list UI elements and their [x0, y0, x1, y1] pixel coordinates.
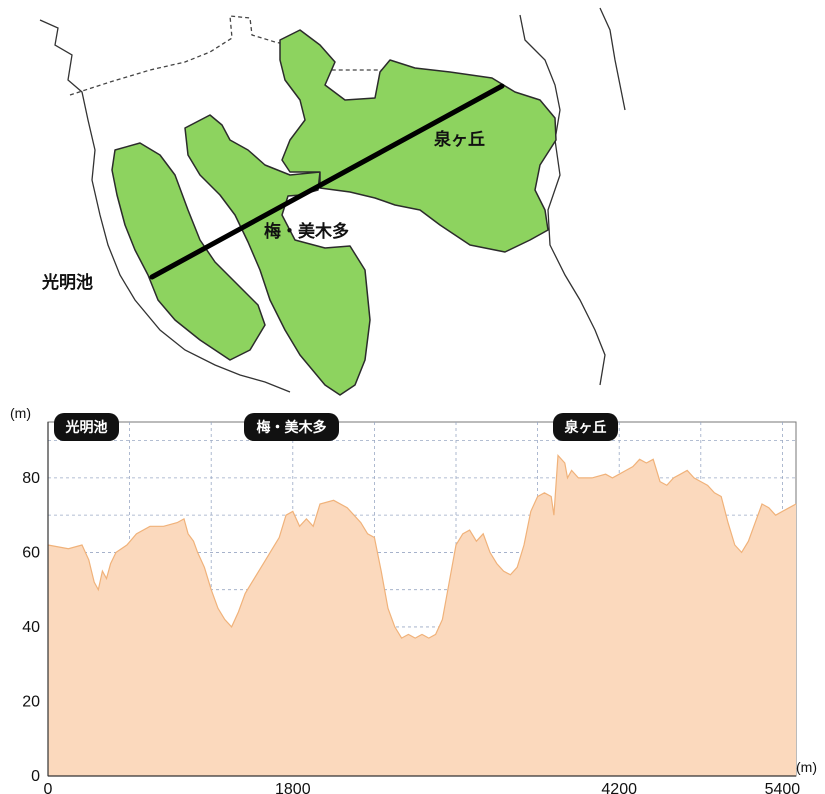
ume-mikita-area — [184, 114, 371, 396]
koumyouike-area — [111, 142, 266, 361]
x-tick-label: 1800 — [275, 781, 311, 794]
location-badge: 光明池 — [54, 413, 119, 441]
y-tick-label: 20 — [22, 693, 40, 710]
elevation-area — [48, 455, 796, 776]
badge-background — [553, 413, 618, 441]
y-tick-label: 80 — [22, 470, 40, 487]
x-unit-label: (m) — [796, 759, 817, 775]
municipal-boundaries — [39, 7, 626, 393]
location-badge: 泉ヶ丘 — [553, 413, 618, 441]
y-tick-label: 60 — [22, 544, 40, 561]
x-tick-label: 4200 — [601, 781, 637, 794]
x-tick-label: 0 — [44, 781, 53, 794]
x-tick-label: 5400 — [765, 781, 801, 794]
badge-label: 梅・美木多 — [257, 419, 327, 436]
badge-label: 光明池 — [65, 419, 108, 436]
map-label-ume-mikita: 梅・美木多 — [264, 221, 349, 242]
izumigaoka-area — [279, 29, 557, 253]
map-label-izumigaoka: 泉ヶ丘 — [433, 129, 485, 150]
y-unit-label: (m) — [10, 405, 31, 421]
y-tick-label: 0 — [31, 768, 40, 785]
elevation-line — [47, 454, 797, 639]
location-badge: 梅・美木多 — [244, 413, 339, 441]
badge-label: 泉ヶ丘 — [565, 419, 607, 436]
route-map: 光明池 梅・美木多 泉ヶ丘 — [39, 7, 626, 396]
map-label-koumyouike: 光明池 — [41, 272, 93, 293]
badge-background — [244, 413, 339, 441]
cross-section-line — [149, 83, 505, 280]
y-tick-label: 40 — [22, 619, 40, 636]
dashed-boundary — [69, 15, 496, 96]
location-badges: 光明池 梅・美木多 泉ヶ丘 — [54, 413, 618, 441]
badge-background — [54, 413, 119, 441]
y-tick-labels: 0 20 40 60 80 — [22, 470, 40, 785]
x-tick-labels: 0 1800 4200 5400 — [44, 781, 801, 794]
